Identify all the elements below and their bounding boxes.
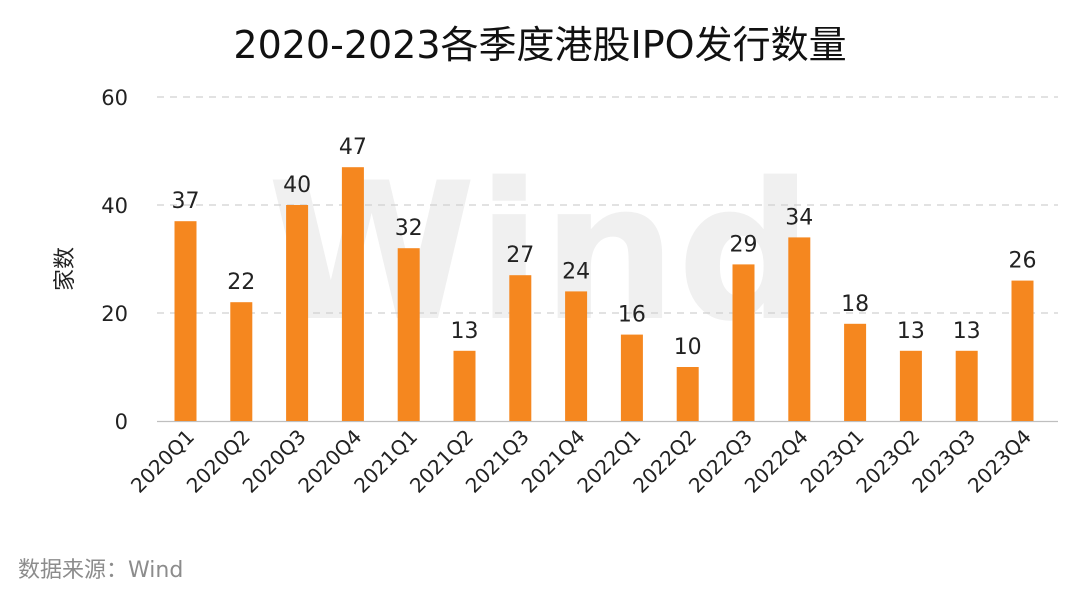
y-axis-ticks: 0 20 40 60: [101, 86, 128, 434]
y-axis-label: 家数: [53, 247, 78, 291]
bar: [565, 291, 588, 421]
bar: [676, 367, 699, 421]
y-tick-label: 60: [101, 86, 128, 110]
bar: [230, 302, 253, 421]
bar: [732, 264, 755, 421]
data-label: 26: [1009, 249, 1037, 274]
data-label: 34: [785, 205, 813, 230]
bar: [174, 221, 197, 421]
data-label: 27: [506, 243, 534, 268]
bar: [955, 350, 978, 421]
source-note: 数据来源：Wind: [18, 558, 183, 583]
bar: [844, 323, 867, 421]
data-label: 13: [897, 319, 925, 344]
data-label: 47: [339, 135, 367, 160]
data-label: 18: [841, 292, 869, 317]
data-label: 22: [227, 270, 255, 295]
data-label: 24: [562, 259, 590, 284]
bar: [1011, 280, 1034, 421]
bar: [397, 248, 420, 421]
data-labels: 37 22 40 47 32 13 27 24 16 10 29 34 18 13 13 26: [172, 135, 1037, 360]
bar: [509, 275, 532, 421]
data-label: 13: [953, 319, 981, 344]
data-label: 29: [730, 232, 758, 257]
bar: [286, 205, 309, 421]
bar: [620, 334, 643, 421]
data-label: 40: [283, 173, 311, 198]
y-tick-label: 0: [115, 410, 128, 434]
y-tick-label: 40: [101, 194, 128, 218]
bar: [341, 167, 364, 421]
data-label: 37: [172, 189, 200, 214]
x-axis-ticks: 2020Q12020Q22020Q32020Q42021Q12021Q22021…: [126, 425, 1036, 498]
data-label: 16: [618, 303, 646, 328]
data-label: 13: [451, 319, 479, 344]
y-tick-label: 20: [101, 302, 128, 326]
bar: [453, 350, 476, 421]
data-label: 10: [674, 335, 702, 360]
bars: [174, 167, 1034, 421]
bar: [788, 237, 811, 421]
bar: [899, 350, 922, 421]
data-label: 32: [395, 216, 423, 241]
chart-title: 2020-2023各季度港股IPO发行数量: [233, 23, 846, 67]
